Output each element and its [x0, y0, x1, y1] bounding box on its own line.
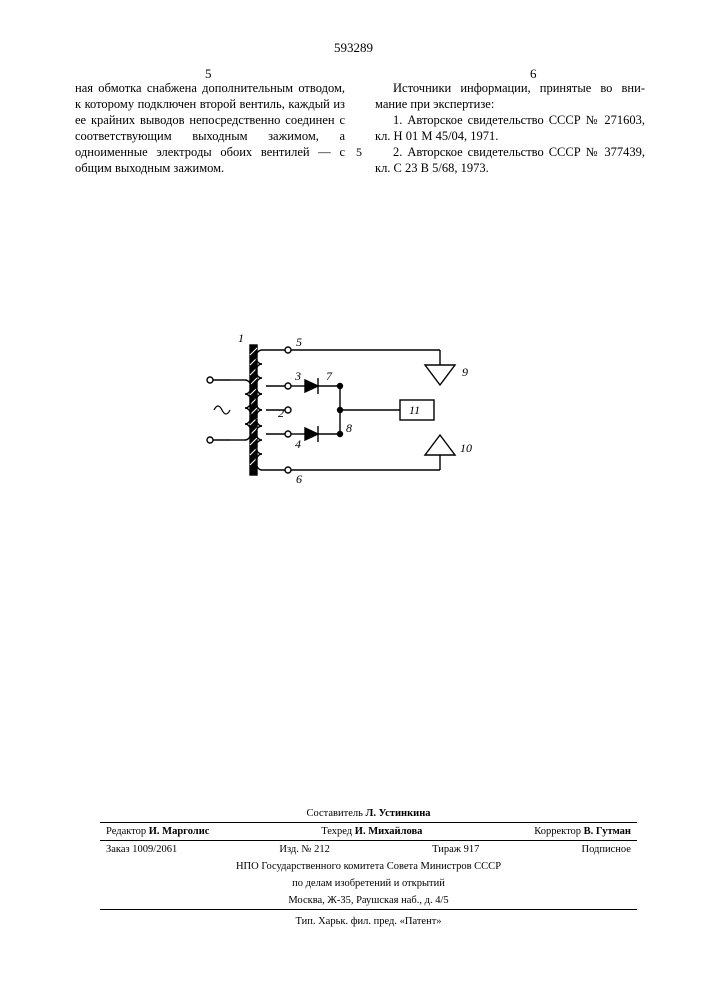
figure-label-6: 6: [296, 472, 302, 486]
figure-label-3: 3: [294, 369, 301, 383]
compiler-row: Составитель Л. Устинкина: [100, 805, 637, 822]
figure-label-7: 7: [326, 369, 333, 383]
tirazh-no: 917: [464, 844, 480, 855]
print-meta-row: Заказ 1009/2061 Изд. № 212 Тираж 917 Под…: [100, 840, 637, 858]
colophon: Составитель Л. Устинкина Редактор И. Мар…: [100, 805, 637, 930]
editor-label: Редактор: [106, 826, 146, 837]
printer-row: Тип. Харьк. фил. пред. «Патент»: [100, 909, 637, 930]
patent-number: 593289: [0, 40, 707, 56]
line-number-marker: 5: [356, 145, 362, 160]
address-row: Москва, Ж-35, Раушская наб., д. 4/5: [100, 892, 637, 909]
right-column-text: Источники информации, принятые во вни­ма…: [375, 80, 645, 176]
figure-label-8: 8: [346, 421, 352, 435]
editor-name: И. Марголис: [149, 826, 210, 837]
editor-cell: Редактор И. Марголис: [106, 826, 209, 837]
tirazh-cell: Тираж 917: [432, 844, 479, 855]
references-intro: Источники информации, принятые во вни­ма…: [375, 80, 645, 112]
figure-label-5: 5: [296, 335, 302, 349]
compiler-name: Л. Устинкина: [366, 808, 431, 819]
compiler-label: Составитель: [306, 808, 362, 819]
izd-cell: Изд. № 212: [279, 844, 330, 855]
tech-label: Техред: [321, 826, 352, 837]
figure-label-2: 2: [278, 406, 284, 420]
org-row-2: по делам изобретений и открытий: [100, 875, 637, 892]
page: 593289 5 6 ная обмотка снабжена дополнит…: [0, 0, 707, 1000]
corrector-label: Корректор: [534, 826, 581, 837]
order-no: 1009/2061: [132, 844, 177, 855]
circuit-figure: 1 2 3 4 5 6 7 8 9 10 11: [200, 320, 510, 500]
figure-label-11: 11: [409, 403, 420, 417]
figure-label-4: 4: [295, 437, 301, 451]
figure-label-1: 1: [238, 331, 244, 345]
tech-cell: Техред И. Михайлова: [321, 826, 422, 837]
podpisnoe: Подписное: [582, 844, 631, 855]
figure-label-10: 10: [460, 441, 472, 455]
izd-label: Изд. №: [279, 844, 311, 855]
order-cell: Заказ 1009/2061: [106, 844, 177, 855]
left-column-text: ная обмотка снабжена дополнительным от­в…: [75, 80, 345, 176]
figure-label-9: 9: [462, 365, 468, 379]
corrector-cell: Корректор В. Гутман: [534, 826, 631, 837]
org-row-1: НПО Государственного комитета Совета Мин…: [100, 858, 637, 875]
editors-row: Редактор И. Марголис Техред И. Михайлова…: [100, 822, 637, 840]
tirazh-label: Тираж: [432, 844, 461, 855]
corrector-name: В. Гутман: [584, 826, 631, 837]
circuit-svg: 1 2 3 4 5 6 7 8 9 10 11: [200, 320, 510, 500]
order-label: Заказ: [106, 844, 130, 855]
reference-1: 1. Авторское свидетельство СССР № 271603…: [375, 112, 645, 144]
reference-2: 2. Авторское свидетельство СССР № 377439…: [375, 144, 645, 176]
izd-no: 212: [314, 844, 330, 855]
tech-name: И. Михайлова: [355, 826, 423, 837]
